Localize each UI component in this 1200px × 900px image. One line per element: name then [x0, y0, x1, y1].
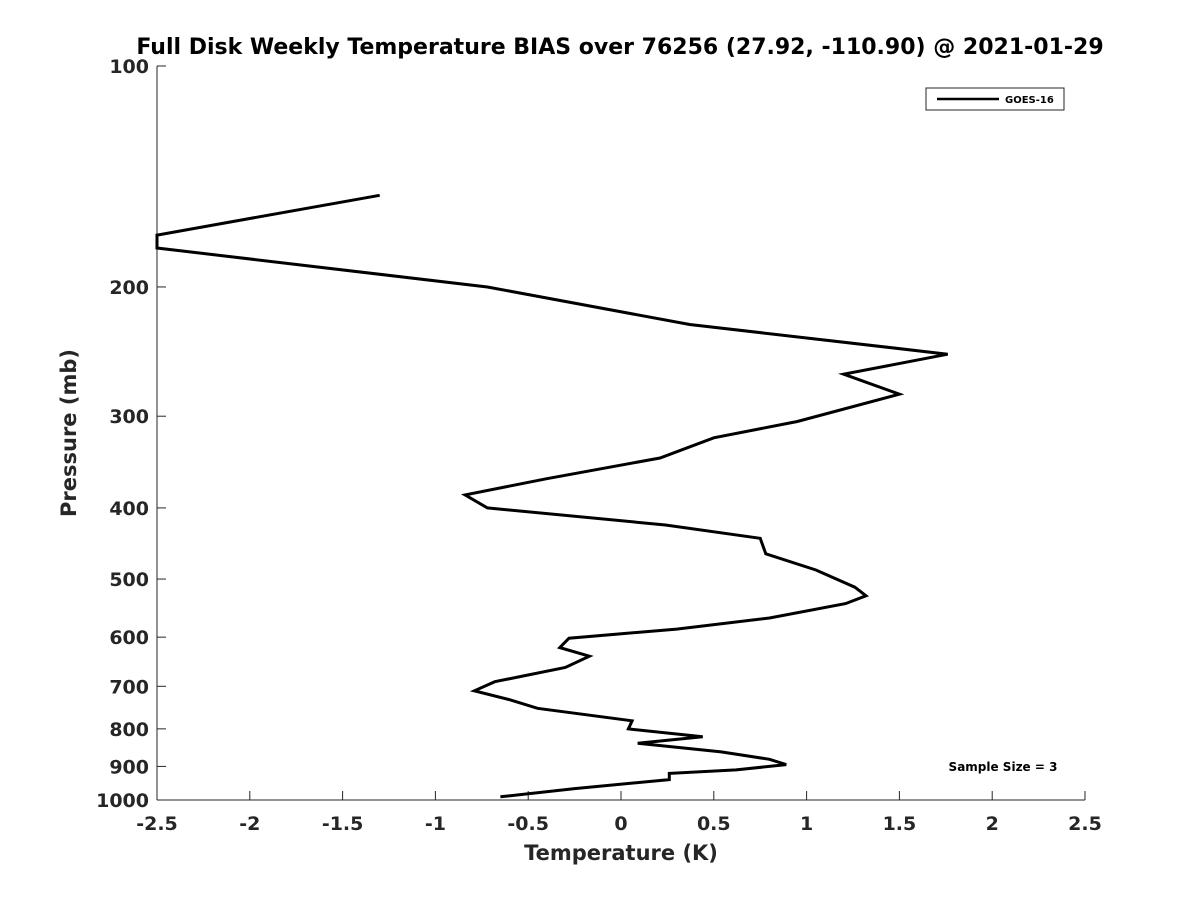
- chart-title: Full Disk Weekly Temperature BIAS over 7…: [136, 35, 1103, 60]
- legend-entry-label: GOES-16: [1005, 95, 1054, 106]
- x-tick-label: -1.5: [322, 813, 364, 835]
- y-axis-label: Pressure (mb): [57, 349, 81, 517]
- x-tick-label: -2.5: [136, 813, 178, 835]
- y-tick-label: 700: [109, 676, 149, 698]
- series-line-goes-16: [155, 193, 948, 799]
- legend: GOES-16: [925, 87, 1065, 111]
- y-tick-label: 300: [109, 406, 149, 428]
- x-tick-label: 1.5: [883, 813, 917, 835]
- series-layer: [155, 193, 948, 799]
- x-tick-label: 0: [614, 813, 627, 835]
- sample-size-annotation: Sample Size = 3: [949, 760, 1058, 774]
- x-tick-label: 2: [986, 813, 999, 835]
- y-tick-label: 600: [109, 627, 149, 649]
- x-tick-label: 1: [800, 813, 813, 835]
- y-tick-label: 200: [109, 277, 149, 299]
- y-tick-label: 800: [109, 719, 149, 741]
- x-tick-label: 0.5: [697, 813, 731, 835]
- x-tick-label: 2.5: [1068, 813, 1102, 835]
- x-axis-label: Temperature (K): [524, 841, 718, 865]
- y-ticks: 100 200 300 400 500 600 700 800 900 1000: [96, 56, 166, 812]
- x-tick-label: -2: [239, 813, 260, 835]
- y-tick-label: 100: [109, 56, 149, 78]
- x-tick-label: -1: [425, 813, 446, 835]
- y-tick-label: 400: [109, 498, 149, 520]
- x-tick-label: -0.5: [507, 813, 549, 835]
- y-tick-label: 1000: [96, 790, 149, 812]
- x-ticks: -2.5 -2 -1.5 -1 -0.5 0 0.5 1 1.5 2 2.5: [136, 791, 1102, 835]
- y-tick-label: 900: [109, 756, 149, 778]
- y-tick-label: 500: [109, 569, 149, 591]
